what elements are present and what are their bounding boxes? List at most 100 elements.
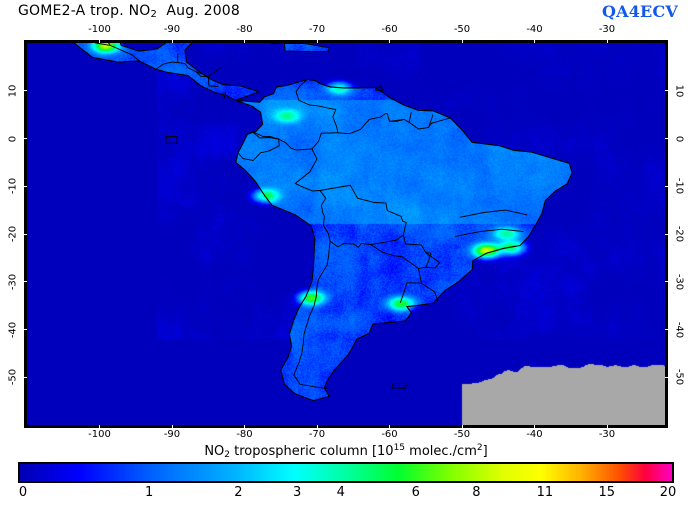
colorbar-axis-label: NO2 tropospheric column [1015 molec./cm2… [204,443,488,460]
x-axis-tick-label-bottom: -40 [526,429,543,440]
coastline-galapagos [166,137,178,144]
colorbar-tick-label: 11 [536,485,554,500]
coastline-hispaniola [284,44,329,52]
country-border [409,112,411,122]
x-axis-tick-label-top: -100 [88,24,111,35]
country-border [178,63,222,77]
x-axis-tick-mark [606,425,608,428]
colorbar-tick-label: 1 [144,485,154,500]
x-axis-tick-label-top: -50 [453,24,471,35]
x-axis-tick-mark [461,40,463,43]
y-axis-tick-mark [665,281,668,283]
x-axis-tick-label-bottom: -100 [88,429,111,440]
x-axis-tick-mark [389,40,390,43]
y-axis-tick-label-right: -10 [673,178,685,195]
y-axis-tick-label-right: 0 [673,135,685,142]
y-axis-tick-mark [24,233,27,235]
figure-title: GOME2-A trop. NO2 Aug. 2008 [18,3,240,20]
y-axis-tick-label-left: -30 [7,273,19,290]
country-border [338,114,450,134]
coastline-overlay [27,43,665,425]
x-axis-tick-mark [171,40,173,43]
country-border [196,72,208,77]
title-period: Aug. 2008 [166,3,241,19]
x-axis-tick-mark [244,425,245,428]
y-axis-tick-mark [665,90,668,92]
x-axis-tick-label-top: -90 [163,24,181,35]
y-axis-tick-label-left: 10 [7,84,19,98]
x-axis-tick-label-top: -40 [526,24,543,35]
country-border [390,119,405,121]
y-axis-tick-mark [665,138,668,139]
country-border [455,229,524,236]
y-axis-tick-label-right: -30 [673,273,685,290]
y-axis-tick-mark [24,185,27,187]
x-axis-tick-label-bottom: -30 [598,429,616,440]
x-axis-tick-mark [171,425,173,428]
y-axis-tick-label-left: -50 [7,369,19,386]
y-axis-tick-label-right: 10 [673,84,685,98]
x-axis-tick-mark [534,425,535,428]
y-axis-tick-mark [665,329,668,330]
y-axis-tick-mark [24,138,27,139]
y-axis-tick-label-left: -40 [7,321,19,338]
colorbar-tick-label: 0 [18,485,28,500]
country-border [156,54,178,70]
y-axis-tick-mark [24,281,27,283]
coastline-central-america [27,43,259,100]
country-border [223,93,226,100]
y-axis-tick-mark [24,376,27,378]
colorbar-tick-label: 2 [234,485,243,500]
x-axis-tick-mark [316,425,318,428]
country-border [429,115,433,128]
coastline-falklands [392,384,407,389]
no2-heatmap-canvas [27,43,665,425]
country-border [400,268,421,302]
colorbar[interactable] [18,462,674,483]
x-axis-tick-mark [316,40,318,43]
colorbar-tick-label: 3 [292,485,302,500]
country-border [426,253,440,268]
x-axis-tick-mark [389,425,390,428]
x-axis-tick-mark [99,425,100,428]
x-axis-tick-label-top: -30 [598,24,616,35]
country-border [238,132,279,161]
colorbar-tick-label: 20 [659,485,677,500]
y-axis-tick-label-left: 0 [7,135,19,142]
x-axis-tick-label-bottom: -60 [381,429,398,440]
y-axis-tick-mark [24,90,27,92]
colorbar-tick-label: 15 [598,485,616,500]
y-axis-tick-mark [665,185,668,187]
colorbar-tick-label: 6 [411,485,420,500]
country-border [71,43,140,61]
x-axis-tick-label-bottom: -70 [308,429,326,440]
x-axis-tick-mark [606,40,608,43]
x-axis-tick-label-bottom: -80 [236,429,253,440]
country-border [324,216,404,248]
country-border [371,235,431,268]
x-axis-tick-label-bottom: -50 [453,429,471,440]
y-axis-tick-label-left: -10 [7,178,19,195]
y-axis-tick-label-right: -20 [673,225,685,243]
country-border [295,149,325,216]
map-panel[interactable] [24,40,668,428]
country-border [247,132,338,150]
x-axis-tick-mark [99,40,100,43]
qa4ecv-logo: QA4ECV [601,2,678,21]
title-quantity: trop. NO2 [90,3,158,20]
x-axis-tick-label-top: -80 [236,24,253,35]
coastline-cuba [209,43,287,44]
country-border [296,79,338,133]
x-axis-tick-label-top: -70 [308,24,326,35]
x-axis-tick-label-top: -60 [381,24,398,35]
x-axis-tick-label-bottom: -90 [163,429,181,440]
y-axis-tick-label-left: -20 [7,225,19,243]
x-axis-tick-mark [534,40,535,43]
x-axis-tick-mark [244,40,245,43]
colorbar-gradient [20,464,672,481]
y-axis-tick-mark [665,233,668,235]
coastline-south-america [235,79,572,400]
country-border [320,185,406,235]
y-axis-tick-mark [24,329,27,330]
